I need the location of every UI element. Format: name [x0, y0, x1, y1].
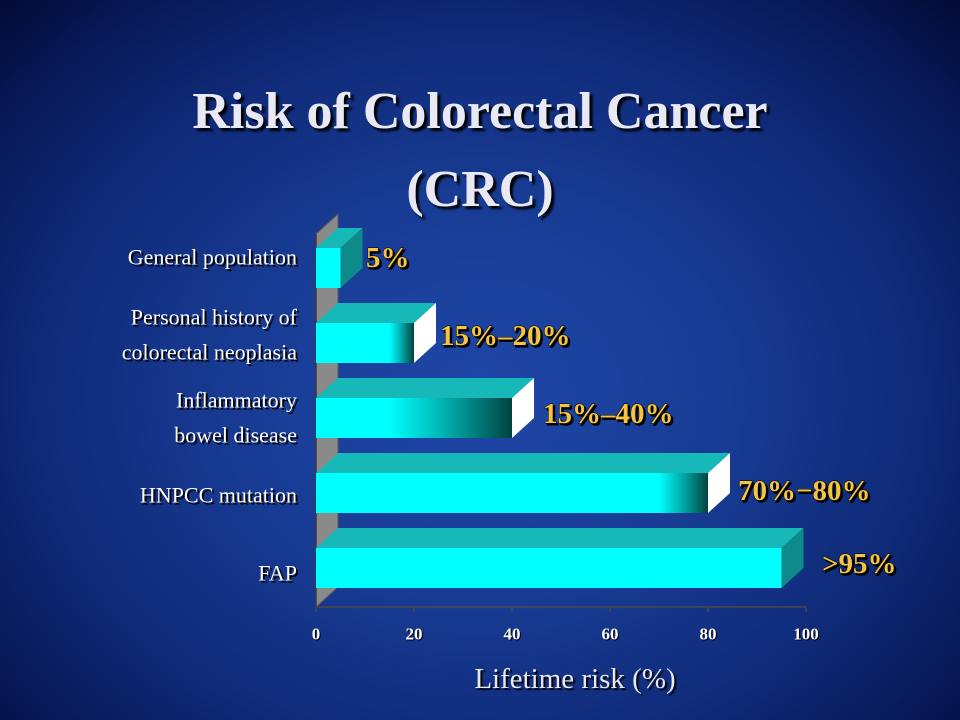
bar-top-face — [316, 303, 436, 323]
bar-front-solid — [316, 473, 659, 513]
bar-end-face — [708, 453, 730, 513]
bar-top-face — [316, 378, 534, 398]
slide-title-line2: (CRC) — [406, 161, 554, 218]
x-tick-label: 100 — [793, 625, 819, 644]
bar-4 — [316, 528, 804, 588]
bar-top-face — [316, 228, 363, 248]
bar-front-face — [316, 548, 782, 588]
slide-title-line1: Risk of Colorectal Cancer — [192, 83, 768, 140]
bar-front-range — [389, 398, 512, 438]
value-label: >95% — [822, 548, 897, 580]
bar-end-face — [340, 228, 363, 288]
bar-end-face — [512, 378, 534, 438]
x-tick-label: 60 — [602, 625, 619, 644]
category-label: colorectal neoplasia — [122, 340, 298, 365]
value-label: 70%−80% — [738, 475, 871, 507]
category-label: FAP — [258, 561, 297, 586]
bar-front-face — [316, 248, 341, 288]
bar-top-face — [316, 528, 804, 548]
x-tick-label: 40 — [504, 625, 521, 644]
bar-front-solid — [316, 398, 390, 438]
value-label: 15%–40% — [543, 398, 674, 430]
category-label: HNPCC mutation — [140, 483, 297, 508]
category-label: Personal history of — [131, 305, 298, 330]
bar-front-solid — [316, 323, 390, 363]
x-axis-label: Lifetime risk (%) — [474, 663, 676, 695]
bar-top-face — [316, 453, 730, 473]
bar-0 — [316, 228, 363, 288]
value-label: 5% — [366, 242, 410, 274]
bar-front-range — [389, 323, 414, 363]
x-tick-label: 80 — [700, 625, 717, 644]
bar-3 — [316, 453, 730, 513]
bar-1 — [316, 303, 436, 363]
x-tick-label: 20 — [406, 625, 423, 644]
category-label: bowel disease — [174, 423, 297, 448]
category-label: Inflammatory — [176, 388, 297, 413]
bar-front-range — [659, 473, 708, 513]
bar-end-face — [414, 303, 436, 363]
bar-end-face — [781, 528, 804, 588]
bar-2 — [316, 378, 534, 438]
value-label: 15%–20% — [440, 320, 571, 352]
category-label: General population — [128, 245, 297, 270]
x-tick-label: 0 — [312, 625, 321, 644]
